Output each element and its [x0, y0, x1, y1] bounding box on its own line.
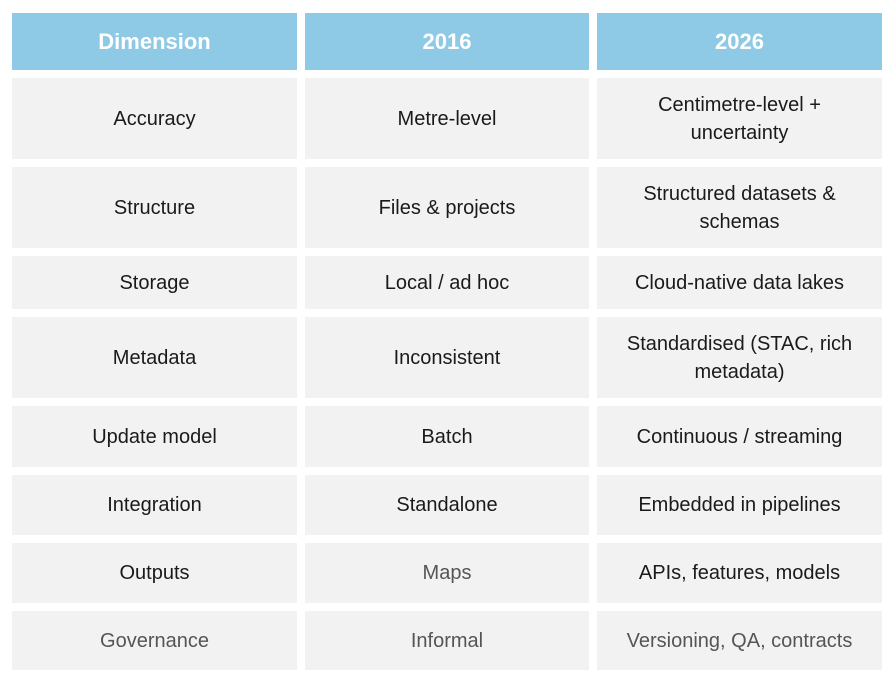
table-cell: Outputs — [12, 543, 297, 603]
table-cell: Centimetre-level + uncertainty — [597, 78, 882, 159]
table-cell: Inconsistent — [305, 317, 589, 398]
table-cell: Maps — [305, 543, 589, 603]
table-cell: Batch — [305, 406, 589, 467]
table-cell: Accuracy — [12, 78, 297, 159]
table-cell: Structured datasets & schemas — [597, 167, 882, 248]
table-cell: Storage — [12, 256, 297, 309]
table-cell: Governance — [12, 611, 297, 670]
table-cell: Continuous / streaming — [597, 406, 882, 467]
table-cell: APIs, features, models — [597, 543, 882, 603]
table-cell: Metre-level — [305, 78, 589, 159]
table-cell: Local / ad hoc — [305, 256, 589, 309]
table-cell: Embedded in pipelines — [597, 475, 882, 535]
comparison-table: Dimension 2016 2026 Accuracy Metre-level Cent… — [12, 13, 882, 670]
table-cell: Informal — [305, 611, 589, 670]
table-cell: Standardised (STAC, rich metadata) — [597, 317, 882, 398]
table-cell: Cloud-native data lakes — [597, 256, 882, 309]
table-cell: Files & projects — [305, 167, 589, 248]
table-cell: Metadata — [12, 317, 297, 398]
header-cell: 2026 — [597, 13, 882, 70]
table-cell: Standalone — [305, 475, 589, 535]
table-cell: Update model — [12, 406, 297, 467]
table-cell: Integration — [12, 475, 297, 535]
table-cell: Structure — [12, 167, 297, 248]
header-cell: Dimension — [12, 13, 297, 70]
table-cell: Versioning, QA, contracts — [597, 611, 882, 670]
header-cell: 2016 — [305, 13, 589, 70]
